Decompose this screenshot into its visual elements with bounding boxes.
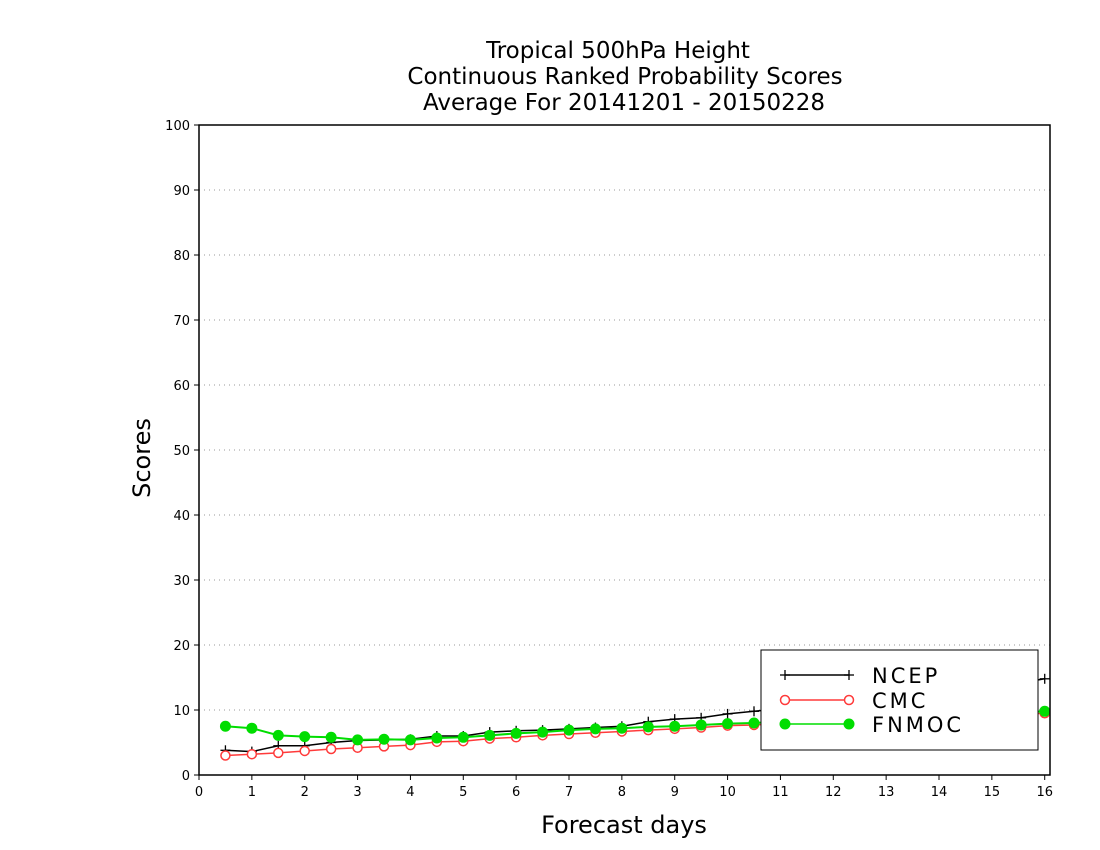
fnmoc-point [722,718,734,730]
fnmoc-point [484,729,496,741]
legend-label-ncep: NCEP [872,664,940,688]
legend-label-fnmoc: FNMOC [872,713,964,737]
legend-label-cmc: CMC [872,689,928,713]
x-tick-label: 3 [353,785,361,800]
fnmoc-point [748,717,760,729]
x-tick-label: 5 [459,785,467,800]
x-axis-label: Forecast days [541,811,707,839]
fnmoc-point [642,721,654,733]
fnmoc-point [563,724,575,736]
gridlines [199,189,1050,711]
x-tick-label: 11 [772,785,789,800]
fnmoc-point [589,723,601,735]
x-tick-label: 16 [1036,785,1053,800]
fnmoc-point [1039,705,1051,717]
fnmoc-point [669,720,681,732]
x-tick-label: 0 [195,785,203,800]
x-tick-label: 15 [984,785,1001,800]
fnmoc-point [616,722,628,734]
x-tick-label: 1 [248,785,256,800]
y-tick-label: 30 [173,574,190,589]
y-tick-label: 80 [173,249,190,264]
x-tick-label: 6 [512,785,520,800]
y-tick-label: 10 [173,704,190,719]
chart-title: Tropical 500hPa Height Continuous Ranked… [407,38,842,116]
ncep-point [722,708,733,719]
fnmoc-point [537,726,549,738]
fnmoc-point [325,731,337,743]
x-tick-label: 8 [618,785,626,800]
y-tick-label: 20 [173,639,190,654]
fnmoc-point [404,734,416,746]
x-tick-label: 12 [825,785,842,800]
legend-marker-ncep [780,670,790,680]
x-tick-label: 13 [878,785,895,800]
fnmoc-point [246,722,258,734]
x-tick-label: 2 [301,785,309,800]
cmc-point [246,748,258,760]
legend-marker-cmc [779,694,791,706]
y-tick-label: 40 [173,509,190,524]
y-tick-label: 100 [165,119,190,134]
title-line-3: Average For 20141201 - 20150228 [423,90,825,116]
ncep-point [1039,673,1050,684]
fnmoc-point [695,719,707,731]
x-tick-label: 10 [719,785,736,800]
legend-marker-cmc [843,694,855,706]
x-tick-label: 9 [671,785,679,800]
x-tick-label: 14 [931,785,948,800]
fnmoc-point [272,729,284,741]
fnmoc-point [510,727,522,739]
y-tick-label: 70 [173,314,190,329]
fnmoc-point [457,731,469,743]
cmc-point [325,743,337,755]
title-line-1: Tropical 500hPa Height [485,38,750,64]
fnmoc-point [352,734,364,746]
title-line-2: Continuous Ranked Probability Scores [407,64,842,90]
cmc-point [273,747,284,759]
fnmoc-point [378,733,390,745]
fnmoc-point [299,731,311,743]
x-tick-label: 7 [565,785,573,800]
y-tick-label: 0 [182,769,190,784]
fnmoc-point [219,720,231,732]
y-tick-label: 60 [173,379,190,394]
cmc-point [299,745,310,757]
legend-marker-fnmoc [843,718,855,730]
legend-marker-fnmoc [779,718,791,730]
legend-marker-ncep [844,670,854,680]
x-tick-label: 4 [406,785,414,800]
y-axis-label: Scores [128,418,156,498]
ncep-point [749,706,759,717]
y-tick-label: 90 [173,184,190,199]
fnmoc-point [431,732,443,744]
cmc-point [220,750,231,761]
y-tick-label: 50 [173,444,190,459]
